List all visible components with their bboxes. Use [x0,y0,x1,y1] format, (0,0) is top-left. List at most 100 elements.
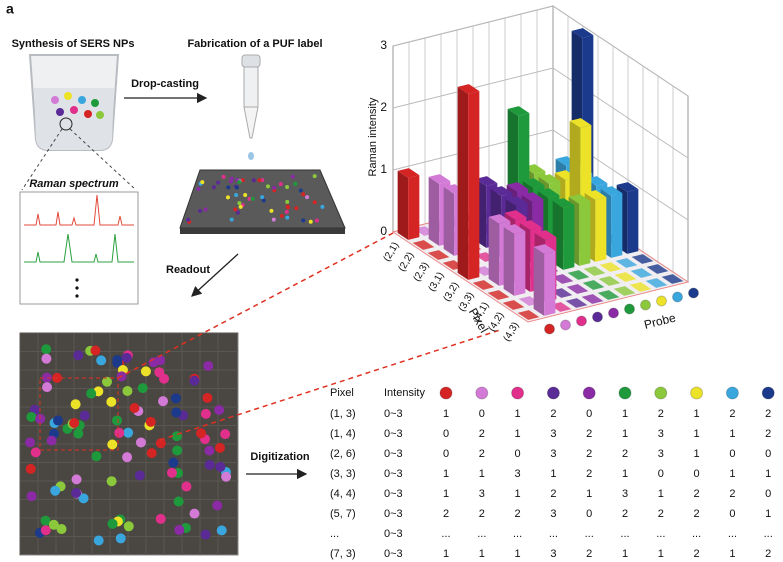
bar [503,224,526,296]
bar [598,276,621,286]
table-cell: 1 [586,488,592,500]
table-cell: 1 [443,468,449,480]
bar-top [502,300,525,310]
nanoparticle [174,524,185,535]
nanoparticle [196,428,207,439]
table-cell: 0 [765,488,771,500]
bar [412,240,435,250]
table-cell: 1 [515,488,521,500]
nanoparticle [301,192,306,197]
table-cell: ... [656,528,665,540]
nanoparticle [170,393,181,404]
nanoparticle [285,199,290,204]
table-cell: 1 [729,548,735,560]
spectrum-box [19,191,139,305]
nanoparticle [235,210,240,215]
nanoparticle [285,215,290,220]
bar-face [443,186,455,256]
nanoparticle [107,518,118,529]
table-cell: 0 [729,508,735,520]
bar [630,268,653,278]
nanoparticle [215,461,226,472]
table-cell: 2 [586,428,592,440]
probe-marker [761,386,775,400]
bar-top [646,264,669,274]
nanoparticle [228,179,233,184]
nanoparticle [106,396,117,407]
table-cell: 2 [550,408,556,420]
table-cell: 3 [550,508,556,520]
probe-marker [618,386,632,400]
table-cell: ... [513,528,522,540]
nanoparticle [48,519,59,530]
bar-top [615,258,638,268]
probe-marker [624,303,635,315]
bar-top [475,176,498,186]
table-cell: 2 [658,408,664,420]
bar-top [567,270,590,280]
table-cell: ... [549,528,558,540]
probe-marker [544,323,555,335]
nanoparticle [237,179,242,184]
nanoparticle [159,373,170,384]
table-cell: ... [692,528,701,540]
bar-top [631,254,654,264]
nanoparticle [211,185,216,190]
step-label: Synthesis of SERS NPs [12,38,135,50]
nanoparticle [26,411,37,422]
nanoparticle [247,196,252,201]
bar-top [397,168,420,178]
nanoparticle [41,344,52,355]
nanoparticle [278,182,283,187]
probe-marker [546,386,560,400]
nanoparticle [93,535,104,546]
axis-label: Raman intensity [367,97,379,176]
table-cell: 3 [479,488,485,500]
nanoparticle [260,178,265,183]
table-cell: 1 [694,448,700,460]
table-cell: 2 [694,548,700,560]
bar-top [583,266,606,276]
nanoparticle [305,195,310,200]
bar-top [522,178,545,188]
table-cell: ... [764,528,773,540]
bar [631,254,654,264]
bar-top [537,188,560,198]
bar-top [488,214,511,224]
table-cell: ... [585,528,594,540]
bar-top [582,280,605,290]
bar [629,282,652,292]
bar-top [600,186,623,196]
nanoparticle [50,485,61,496]
nanoparticle [155,513,166,524]
bar-top [645,278,668,288]
nanoparticle [122,385,133,396]
table-cell: 0 [658,468,664,480]
bar-top [661,274,684,284]
zoom-line [117,231,396,379]
nanoparticle [261,198,266,203]
nanoparticle [200,408,211,419]
table-cell: 0~3 [384,448,403,460]
table-cell: 2 [586,548,592,560]
nanoparticle [123,427,134,438]
zoom-line [69,128,137,191]
nanoparticle [112,355,123,366]
nanoparticle [135,437,146,448]
nanoparticle [202,392,213,403]
bar [597,290,620,300]
table-cell: 0 [586,508,592,520]
nanoparticle [196,187,201,192]
nanoparticle [260,195,265,200]
table-cell: 1 [622,548,628,560]
bar-face [488,216,500,286]
nanoparticle [189,375,200,386]
nanoparticle [221,471,232,482]
nanoparticle [272,185,277,190]
nanoparticle [166,467,177,478]
bar [582,280,605,290]
nanoparticle [181,481,192,492]
bar-top [598,276,621,286]
